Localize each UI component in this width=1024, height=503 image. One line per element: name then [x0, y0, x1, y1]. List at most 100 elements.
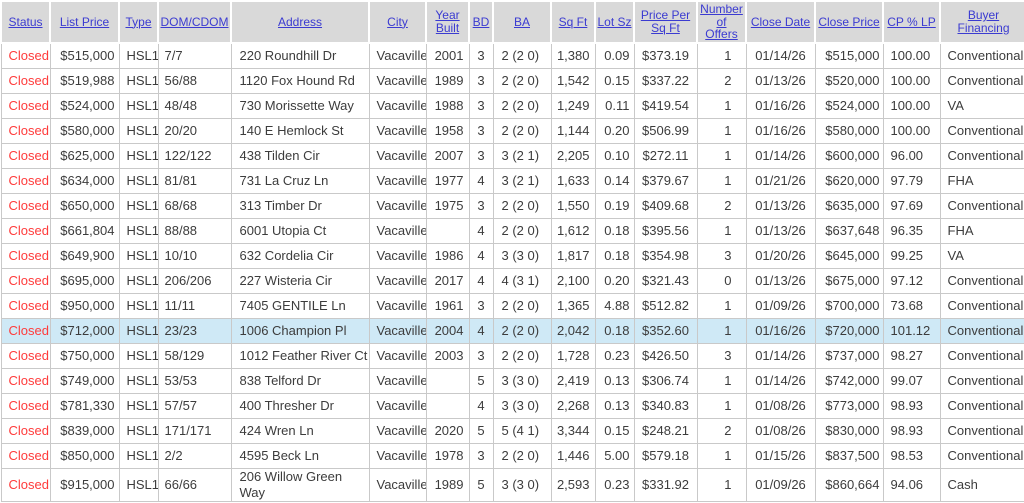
cell-dom-cdom: 81/81	[157, 167, 232, 194]
column-header-list-price[interactable]: List Price	[49, 0, 120, 44]
table-row[interactable]: Closed $695,000 HSL1 206/206 227 Wisteria Ci…	[0, 267, 1024, 294]
table-row[interactable]: Closed $750,000 HSL1 58/129 1012 Feather Riv…	[0, 342, 1024, 369]
table-row[interactable]: Closed $650,000 HSL1 68/68 313 Timber Dr Vaca…	[0, 192, 1024, 219]
cell-dom-cdom: 2/2	[157, 442, 232, 469]
cell-year-built: 1989	[425, 467, 470, 502]
cell-status: Closed	[0, 392, 51, 419]
cell-sq-ft: 1,728	[550, 342, 596, 369]
cell-financing: Conventional	[939, 392, 1024, 419]
cell-offers: 2	[696, 67, 747, 94]
cell-close-price: $637,648	[814, 217, 884, 244]
cell-cp-lp: 98.93	[882, 417, 941, 444]
cell-ba: 2 (2 0)	[492, 67, 552, 94]
column-header-price-per-sqft[interactable]: Price Per Sq Ft	[633, 0, 698, 44]
column-header-city[interactable]: City	[368, 0, 427, 44]
cell-offers: 3	[696, 242, 747, 269]
column-header-lot-sz[interactable]: Lot Sz	[594, 0, 635, 44]
column-header-type[interactable]: Type	[118, 0, 159, 44]
cell-close-date: 01/14/26	[745, 42, 816, 69]
cell-address: 1012 Feather River Ct	[230, 342, 370, 369]
table-row[interactable]: Closed $839,000 HSL1 171/171 424 Wren Ln Vaca…	[0, 417, 1024, 444]
column-header-dom-cdom[interactable]: DOM/CDOM	[157, 0, 232, 44]
column-header-bd[interactable]: BD	[468, 0, 494, 44]
table-row[interactable]: Closed $580,000 HSL1 20/20 140 E Hemlock St V…	[0, 117, 1024, 144]
cell-offers: 1	[696, 467, 747, 502]
cell-financing: Conventional	[939, 417, 1024, 444]
cell-type: HSL1	[118, 317, 159, 344]
column-header-financing[interactable]: Buyer Financing	[939, 0, 1024, 44]
column-header-address[interactable]: Address	[230, 0, 370, 44]
column-header-close-date[interactable]: Close Date	[745, 0, 816, 44]
cell-close-date: 01/15/26	[745, 442, 816, 469]
column-header-sq-ft[interactable]: Sq Ft	[550, 0, 596, 44]
cell-status: Closed	[0, 267, 51, 294]
table-row[interactable]: Closed $781,330 HSL1 57/57 400 Thresher Dr Va…	[0, 392, 1024, 419]
cell-dom-cdom: 23/23	[157, 317, 232, 344]
cell-ba: 3 (3 0)	[492, 467, 552, 502]
column-header-status[interactable]: Status	[0, 0, 51, 44]
cell-address: 6001 Utopia Ct	[230, 217, 370, 244]
cell-financing: Conventional	[939, 367, 1024, 394]
cell-status: Closed	[0, 442, 51, 469]
table-row[interactable]: Closed $915,000 HSL1 66/66 206 Willow Green …	[0, 467, 1024, 502]
cell-ba: 2 (2 0)	[492, 192, 552, 219]
cell-dom-cdom: 48/48	[157, 92, 232, 119]
table-row[interactable]: Closed $749,000 HSL1 53/53 838 Telford Dr Vac…	[0, 367, 1024, 394]
table-row[interactable]: Closed $850,000 HSL1 2/2 4595 Beck Ln Vacavil…	[0, 442, 1024, 469]
column-header-year-built[interactable]: Year Built	[425, 0, 470, 44]
cell-close-date: 01/16/26	[745, 317, 816, 344]
cell-city: Vacaville	[368, 417, 427, 444]
cell-status: Closed	[0, 142, 51, 169]
cell-bd: 3	[468, 192, 494, 219]
cell-price-per-sqft: $506.99	[633, 117, 698, 144]
cell-close-price: $720,000	[814, 317, 884, 344]
column-header-cp-lp[interactable]: CP % LP	[882, 0, 941, 44]
cell-cp-lp: 99.25	[882, 242, 941, 269]
cell-offers: 1	[696, 142, 747, 169]
cell-city: Vacaville	[368, 92, 427, 119]
cell-city: Vacaville	[368, 317, 427, 344]
table-row[interactable]: Closed $519,988 HSL1 56/88 1120 Fox Hound Rd…	[0, 67, 1024, 94]
table-row[interactable]: Closed $515,000 HSL1 7/7 220 Roundhill Dr Vac…	[0, 42, 1024, 69]
cell-type: HSL1	[118, 142, 159, 169]
cell-close-price: $742,000	[814, 367, 884, 394]
column-header-close-price[interactable]: Close Price	[814, 0, 884, 44]
cell-close-date: 01/13/26	[745, 267, 816, 294]
table-row[interactable]: Closed $950,000 HSL1 11/11 7405 GENTILE Ln Va…	[0, 292, 1024, 319]
cell-offers: 1	[696, 317, 747, 344]
cell-financing: FHA	[939, 167, 1024, 194]
cell-year-built: 1975	[425, 192, 470, 219]
table-row[interactable]: Closed $649,900 HSL1 10/10 632 Cordelia Cir V…	[0, 242, 1024, 269]
cell-close-price: $700,000	[814, 292, 884, 319]
header-row: Status List Price Type DOM/CDOM Address City Y…	[0, 0, 1024, 44]
cell-financing: Conventional	[939, 67, 1024, 94]
cell-financing: VA	[939, 242, 1024, 269]
cell-type: HSL1	[118, 467, 159, 502]
table-row[interactable]: Closed $661,804 HSL1 88/88 6001 Utopia Ct Vac…	[0, 217, 1024, 244]
cell-ba: 2 (2 0)	[492, 217, 552, 244]
cell-close-date: 01/14/26	[745, 367, 816, 394]
cell-list-price: $524,000	[49, 92, 120, 119]
cell-offers: 1	[696, 442, 747, 469]
cell-ba: 2 (2 0)	[492, 292, 552, 319]
cell-status: Closed	[0, 92, 51, 119]
cell-sq-ft: 2,205	[550, 142, 596, 169]
cell-address: 7405 GENTILE Ln	[230, 292, 370, 319]
column-header-offers[interactable]: Number of Offers	[696, 0, 747, 44]
table-row[interactable]: Closed $634,000 HSL1 81/81 731 La Cruz Ln Vac…	[0, 167, 1024, 194]
cell-cp-lp: 96.00	[882, 142, 941, 169]
cell-ba: 2 (2 0)	[492, 342, 552, 369]
table-row[interactable]: Closed $524,000 HSL1 48/48 730 Morissette Wa…	[0, 92, 1024, 119]
cell-year-built: 1988	[425, 92, 470, 119]
table-row[interactable]: Closed $712,000 HSL1 23/23 1006 Champion Pl V…	[0, 317, 1024, 344]
cell-status: Closed	[0, 167, 51, 194]
column-header-ba[interactable]: BA	[492, 0, 552, 44]
cell-sq-ft: 1,817	[550, 242, 596, 269]
table-row[interactable]: Closed $625,000 HSL1 122/122 438 Tilden Cir V…	[0, 142, 1024, 169]
cell-bd: 4	[468, 392, 494, 419]
cell-status: Closed	[0, 67, 51, 94]
cell-address: 4595 Beck Ln	[230, 442, 370, 469]
cell-financing: FHA	[939, 217, 1024, 244]
cell-bd: 3	[468, 92, 494, 119]
